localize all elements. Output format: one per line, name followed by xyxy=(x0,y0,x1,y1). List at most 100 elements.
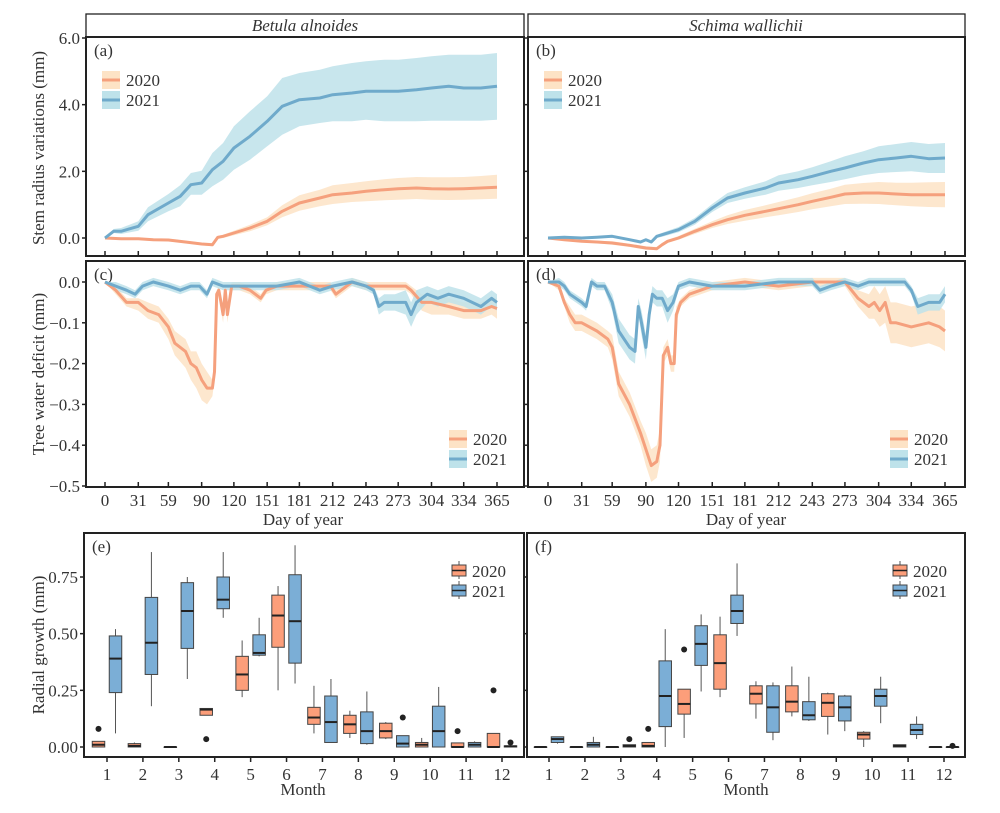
box-iqr xyxy=(252,634,266,656)
x-tick-label: 5 xyxy=(246,765,255,784)
x-tick-label: 31 xyxy=(573,491,590,510)
x-tick-label: 181 xyxy=(287,491,313,510)
panel-label: (c) xyxy=(94,265,113,284)
outlier-point xyxy=(95,725,102,732)
x-tick-label: 273 xyxy=(385,491,411,510)
x-tick-label: 90 xyxy=(637,491,654,510)
box-2020-month-2 xyxy=(569,746,584,748)
box-2021-month-7 xyxy=(766,682,780,741)
strip-header-right: Schima wallichii xyxy=(527,13,966,38)
legend-label: 2020 xyxy=(913,562,947,581)
legend-label: 2021 xyxy=(913,582,947,601)
panel-c-water-deficit-betula: (c) 0.0 −0.1 −0.2 −0.3 −0.4 −0.5 0 31 59 90 120 151 1… xyxy=(49,260,525,510)
x-tick-label: 4 xyxy=(210,765,219,784)
legend-item-2020: 2020 xyxy=(451,561,506,581)
box-2020-month-10 xyxy=(856,731,871,747)
box-2020-month-7 xyxy=(307,685,321,734)
x-axis-title-d: Day of year xyxy=(706,510,787,529)
panel-label: (b) xyxy=(536,41,556,60)
y-tick-label: 6.0 xyxy=(59,29,80,48)
y-tick-label: −0.1 xyxy=(49,314,80,333)
series-group xyxy=(547,142,946,251)
legend-label: 2020 xyxy=(473,430,507,449)
box-2020-month-12 xyxy=(486,687,501,748)
legend-item-2021: 2021 xyxy=(892,581,947,601)
confidence-band-2020 xyxy=(105,277,497,405)
box-iqr xyxy=(821,693,835,717)
confidence-band-2020 xyxy=(105,174,497,247)
box-iqr xyxy=(324,695,338,743)
legend-label: 2020 xyxy=(126,71,160,90)
x-tick-label: 12 xyxy=(936,765,953,784)
series-line-2021 xyxy=(104,84,498,240)
panel-label: (a) xyxy=(94,41,113,60)
box-iqr xyxy=(199,707,213,716)
outlier-point xyxy=(681,646,688,653)
box-2021-month-1 xyxy=(108,629,123,734)
box-2021-month-2 xyxy=(586,736,601,748)
x-tick-label: 0 xyxy=(544,491,553,510)
box-iqr xyxy=(180,582,195,649)
box-iqr xyxy=(216,576,230,610)
x-tick-label: 31 xyxy=(130,491,147,510)
box-2021-month-4 xyxy=(216,552,230,618)
y-tick-label: 0.75 xyxy=(48,568,78,587)
panel-label: (e) xyxy=(92,537,111,556)
box-iqr xyxy=(396,735,410,748)
series-line-2021 xyxy=(547,154,946,244)
outlier-point xyxy=(645,725,652,732)
x-tick-label: 243 xyxy=(353,491,379,510)
box-iqr xyxy=(873,688,888,707)
x-tick-label: 273 xyxy=(832,491,858,510)
box-2021-month-10 xyxy=(873,676,888,724)
x-tick-label: 120 xyxy=(221,491,247,510)
box-iqr xyxy=(271,594,285,648)
y-tick-label: −0.3 xyxy=(49,395,80,414)
box-2021-month-5 xyxy=(694,614,708,692)
y-axis-title-c: Tree water deficit (mm) xyxy=(29,293,48,455)
box-2021-month-1 xyxy=(550,736,565,744)
box-2020-month-5 xyxy=(677,646,691,738)
x-tick-label: 2 xyxy=(139,765,148,784)
box-2021-month-11 xyxy=(467,741,482,748)
box-iqr xyxy=(108,635,123,694)
box-2021-month-8 xyxy=(802,676,816,721)
series-line-2020 xyxy=(547,280,946,468)
y-tick-label: 0.50 xyxy=(48,625,78,644)
confidence-band-2021 xyxy=(105,53,497,238)
box-iqr xyxy=(360,711,374,745)
x-tick-label: 12 xyxy=(494,765,511,784)
x-tick-label: 6 xyxy=(724,765,733,784)
plot-frame xyxy=(526,532,966,758)
box-2021-month-11 xyxy=(909,716,924,740)
box-2020-month-2 xyxy=(127,742,142,748)
x-axis-title-c: Day of year xyxy=(263,510,344,529)
x-tick-label: 3 xyxy=(617,765,626,784)
y-tick-label: −0.5 xyxy=(49,477,80,496)
box-2021-month-7 xyxy=(324,679,338,743)
x-tick-label: 5 xyxy=(688,765,697,784)
x-tick-label: 7 xyxy=(760,765,769,784)
legend-label: 2020 xyxy=(472,562,506,581)
box-2021-month-12 xyxy=(945,742,960,749)
box-2020-month-4 xyxy=(199,707,213,743)
x-tick-label: 0 xyxy=(101,491,110,510)
x-tick-label: 10 xyxy=(864,765,881,784)
box-2020-month-11 xyxy=(892,744,907,748)
box-2020-month-6 xyxy=(713,616,727,698)
x-tick-label: 365 xyxy=(932,491,958,510)
box-2021-month-6 xyxy=(288,545,302,684)
series-line-2020 xyxy=(104,185,498,247)
box-iqr xyxy=(766,685,780,733)
x-tick-label: 212 xyxy=(766,491,792,510)
box-2020-month-1 xyxy=(91,725,106,748)
strip-title-betula: Betula alnoides xyxy=(252,16,359,35)
outlier-point xyxy=(490,687,497,694)
x-tick-label: 2 xyxy=(581,765,590,784)
legend-item-2020: 2020 xyxy=(892,561,947,581)
strip-header-left: Betula alnoides xyxy=(85,13,525,38)
legend-item-2021: 2021 xyxy=(102,91,160,110)
box-2020-month-8 xyxy=(343,710,357,738)
